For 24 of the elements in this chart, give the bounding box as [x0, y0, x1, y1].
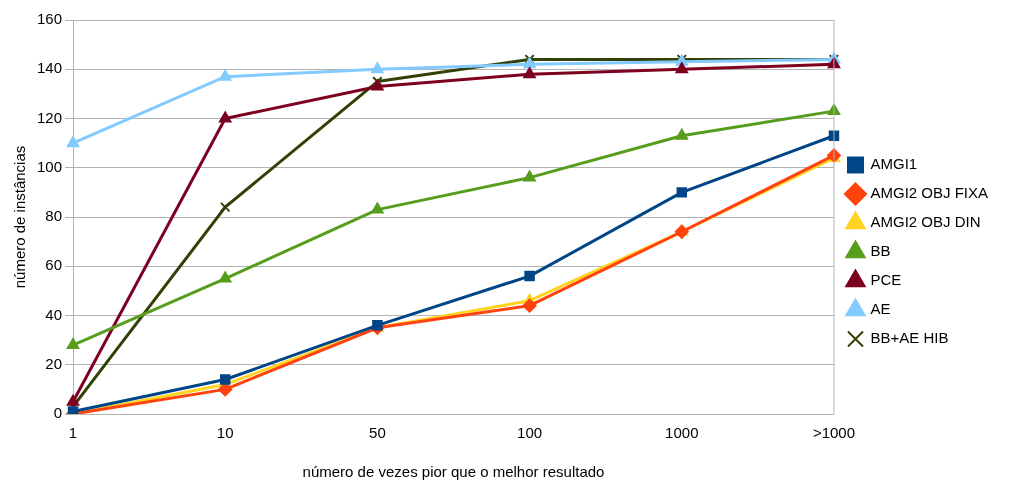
x-tick-label: 1 [68, 424, 78, 442]
y-tick-label: 100 [37, 157, 63, 175]
legend-label: BB [870, 242, 891, 260]
x-tick-label: 50 [369, 424, 386, 442]
x-tick-label: 100 [517, 424, 543, 442]
x-tick-label: 1000 [665, 424, 699, 442]
y-tick-label: 160 [37, 10, 63, 28]
y-axis-title: número de instâncias [11, 145, 29, 289]
y-tick-label: 40 [45, 305, 63, 323]
y-tick-label: 80 [45, 207, 63, 225]
legend-label: AMGI1 [870, 155, 918, 173]
y-tick-label: 20 [45, 354, 63, 372]
x-tick-label: 10 [216, 424, 234, 442]
y-tick-label: 60 [45, 256, 63, 274]
legend-label: PCE [870, 271, 902, 289]
y-tick-label: 0 [53, 404, 63, 422]
y-tick-label: 120 [37, 108, 63, 126]
x-tick-label: >1000 [812, 424, 856, 442]
y-tick-label: 140 [37, 59, 63, 77]
legend-label: AMGI2 OBJ FIXA [870, 184, 989, 202]
x-axis-title: número de vezes pior que o melhor resultado [302, 463, 605, 481]
legend-label: AMGI2 OBJ DIN [870, 213, 981, 231]
legend-label: AE [870, 300, 891, 318]
legend-label: BB+AE HIB [870, 329, 949, 347]
